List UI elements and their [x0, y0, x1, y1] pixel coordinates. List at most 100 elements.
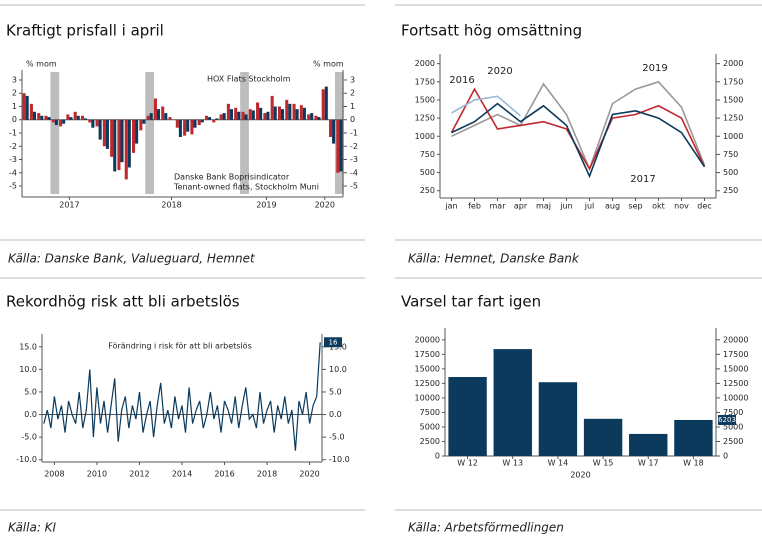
bar [37, 113, 41, 120]
annotation: % mom [313, 60, 344, 69]
source: Källa: Danske Bank, Valueguard, Hemnet [8, 252, 256, 266]
line [451, 95, 522, 117]
y2-tick-label: 7500 [723, 408, 743, 417]
bar [222, 113, 226, 120]
y2-tick-label: 500 [723, 168, 738, 177]
bar [328, 119, 333, 137]
x-tick-label: W 13 [502, 459, 523, 468]
y2-tick-label: -2 [350, 142, 358, 151]
bar [321, 89, 325, 120]
bar [156, 109, 161, 120]
x-tick-label: sep [628, 202, 642, 211]
bar [25, 95, 29, 120]
end-label-box [324, 337, 342, 348]
bar [251, 110, 255, 120]
bar [280, 109, 285, 120]
y2-tick-label: 17500 [723, 350, 748, 359]
series-label: 2020 [487, 66, 512, 77]
y-tick-label: 5000 [420, 422, 440, 431]
bar [80, 115, 85, 120]
bar [51, 119, 55, 123]
chart-title: Fortsatt hög omsättning [401, 22, 582, 40]
bar [186, 119, 190, 132]
bar [244, 114, 248, 120]
x-tick-label: W 18 [683, 459, 704, 468]
x-tick-label: okt [652, 202, 665, 211]
chart-title: Kraftigt prisfall i april [6, 22, 164, 40]
end-label-box [718, 414, 736, 425]
bar [310, 113, 314, 120]
y2-tick-label: 0 [723, 452, 728, 461]
bar [102, 119, 106, 147]
bar [302, 107, 306, 120]
x-tick-label: W 17 [638, 459, 659, 468]
y-tick-label: 1000 [415, 132, 435, 141]
bar [105, 119, 109, 149]
y2-tick-label: 5000 [723, 422, 743, 431]
x-tick-label: 2018 [161, 201, 181, 210]
bar [208, 117, 212, 120]
bar [285, 99, 289, 120]
source: Källa: KI [8, 521, 57, 535]
y2-tick-label: -5.0 [329, 433, 345, 442]
y2-tick-label: -5 [350, 182, 358, 191]
x-tick-label: jul [584, 202, 595, 211]
y-tick-label: 750 [420, 150, 435, 159]
x-axis-label: 2020 [570, 471, 590, 480]
source: Källa: Hemnet, Danske Bank [408, 252, 580, 266]
series-label: Förändring i risk för att bli arbetslös [108, 342, 251, 351]
y2-tick-label: 3 [350, 75, 355, 84]
bar [674, 419, 713, 456]
bar [91, 119, 95, 128]
bar [168, 117, 172, 120]
bar [69, 117, 73, 120]
y-tick-label: 15000 [415, 364, 440, 373]
y2-tick-label: 0 [350, 115, 355, 124]
x-tick-label: feb [468, 202, 481, 211]
shaded-band [240, 72, 249, 194]
bar [110, 119, 114, 157]
bar [229, 109, 233, 120]
bar [292, 103, 296, 120]
y2-tick-label: 1500 [723, 95, 743, 104]
y2-tick-label: 1750 [723, 77, 743, 86]
x-tick-label: nov [674, 202, 689, 211]
shaded-band [145, 72, 155, 194]
bar [270, 95, 274, 120]
y-tick-label: -10.0 [16, 455, 37, 464]
x-tick-label: 2014 [172, 470, 192, 479]
bar [212, 119, 216, 123]
bar [149, 113, 153, 120]
series-label: 2016 [449, 75, 474, 86]
x-tick-label: 2019 [256, 201, 276, 210]
annotation: % mom [26, 60, 57, 69]
x-tick-label: jan [444, 202, 457, 211]
x-tick-label: apr [514, 202, 528, 211]
bar [538, 382, 578, 456]
y-tick-label: -5 [9, 182, 17, 191]
y-tick-label: -1 [9, 129, 17, 138]
bar [142, 119, 146, 124]
series-label: Danske Bank Boprisindicator [174, 173, 290, 182]
series-label: HOX Flats Stockholm [207, 75, 291, 84]
bar [132, 119, 136, 153]
bar [263, 113, 267, 120]
end-label: 6203 [718, 416, 736, 424]
y2-tick-label: 15000 [723, 364, 748, 373]
bar [127, 119, 131, 168]
y-tick-label: 0 [435, 452, 440, 461]
y2-tick-label: 250 [723, 186, 738, 195]
y2-tick-label: 2500 [723, 437, 743, 446]
bar [241, 111, 245, 120]
chart-title: Varsel tar fart igen [401, 293, 541, 311]
bar [197, 119, 201, 126]
x-tick-label: 2020 [299, 470, 319, 479]
y-tick-label: 15.0 [19, 342, 37, 351]
annotation: Tenant-owned flats, Stockholm Muni [173, 183, 319, 192]
bar [237, 111, 241, 120]
y-tick-label: 10000 [415, 393, 440, 402]
x-tick-label: W 14 [548, 459, 569, 468]
bar [324, 86, 328, 120]
x-tick-label: W 15 [593, 459, 614, 468]
y2-tick-label: 2000 [723, 59, 743, 68]
